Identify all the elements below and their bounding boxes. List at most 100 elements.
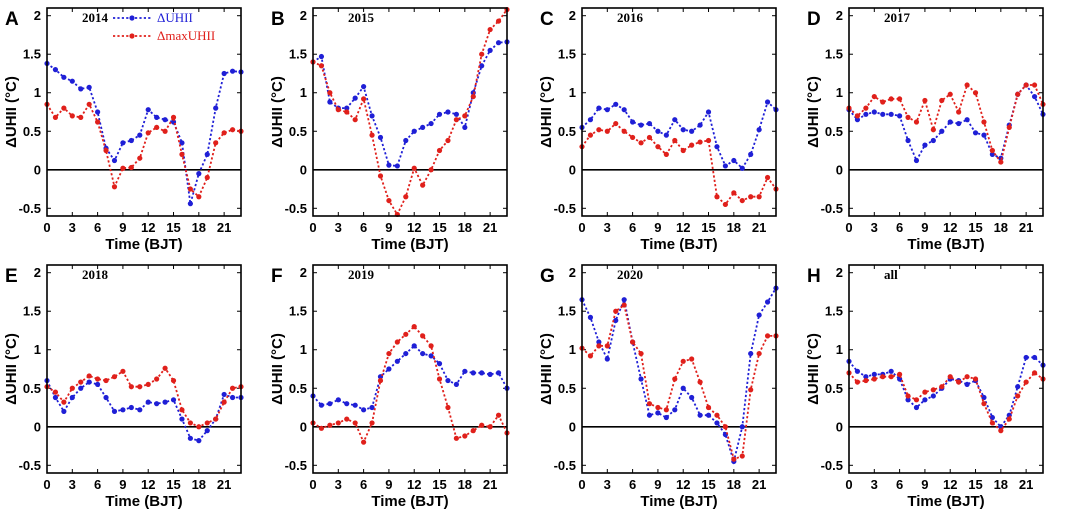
year-label: 2014 (82, 10, 109, 25)
y-tick-label: 1 (34, 85, 41, 100)
data-point (871, 109, 877, 115)
panel-letter: F (271, 266, 283, 287)
data-point (403, 350, 409, 357)
series-duhii (846, 354, 1046, 430)
x-tick-label: 18 (192, 220, 206, 235)
year-label: 2019 (348, 267, 375, 282)
panel-letter: A (5, 9, 19, 30)
x-axis-title: Time (BJT) (640, 236, 717, 253)
x-tick-label: 0 (578, 220, 585, 235)
data-point (78, 86, 84, 92)
data-point (179, 416, 185, 422)
data-point (95, 376, 101, 382)
x-tick-label: 3 (871, 477, 878, 492)
data-point (756, 312, 762, 318)
data-point (905, 393, 911, 399)
data-point (111, 408, 118, 414)
data-point (445, 377, 451, 384)
data-point (187, 435, 193, 441)
x-tick-label: 18 (192, 477, 206, 492)
year-label: 2015 (348, 10, 375, 25)
data-point (689, 394, 695, 401)
x-tick-label: 18 (994, 220, 1008, 235)
series-line (312, 344, 508, 411)
data-point (705, 109, 712, 115)
data-point (344, 401, 350, 407)
x-tick-label: 15 (968, 220, 982, 235)
data-point (981, 132, 987, 138)
series-line (46, 102, 242, 199)
series-line (312, 325, 508, 445)
data-point (1006, 124, 1012, 131)
data-point (495, 412, 502, 418)
data-point (479, 51, 485, 57)
x-tick-label: 9 (921, 477, 928, 492)
data-point (964, 117, 970, 123)
data-point (638, 350, 644, 357)
data-point (487, 26, 493, 33)
data-point (880, 374, 886, 380)
x-tick-label: 0 (578, 477, 585, 492)
plot-frame (581, 264, 777, 474)
y-tick-label: 1 (300, 342, 307, 357)
x-tick-label: 3 (604, 477, 611, 492)
data-point (1015, 393, 1021, 399)
series-line (46, 62, 242, 204)
data-point (930, 137, 936, 144)
data-point (403, 194, 409, 200)
data-point (863, 111, 869, 117)
data-point (120, 165, 126, 171)
data-point (318, 402, 325, 408)
legend-label: ΔmaxUHII (157, 28, 215, 43)
data-point (756, 127, 762, 133)
data-point (663, 132, 669, 138)
data-point (453, 117, 459, 123)
y-tick-label: -0.5 (554, 201, 576, 216)
data-point (913, 119, 920, 125)
data-point (453, 381, 459, 388)
data-point (1015, 384, 1021, 390)
data-point (697, 379, 703, 385)
y-tick-label: 2 (836, 265, 843, 280)
data-point (621, 297, 627, 303)
year-label: 2017 (884, 10, 911, 25)
data-point (888, 374, 894, 380)
data-point (420, 182, 426, 188)
data-point (95, 381, 101, 388)
data-point (1031, 93, 1038, 100)
data-point (187, 420, 193, 426)
data-point (714, 194, 720, 200)
data-point (128, 164, 134, 171)
data-point (705, 404, 712, 411)
y-tick-label: 2 (836, 8, 843, 23)
legend-marker (129, 33, 135, 39)
x-tick-label: 9 (385, 220, 392, 235)
data-point (863, 105, 869, 111)
series-duhii (310, 39, 510, 169)
data-point (1031, 82, 1038, 88)
series-duhii (579, 99, 779, 171)
data-point (170, 114, 177, 120)
data-point (913, 397, 920, 403)
data-point (187, 186, 193, 192)
x-tick-label: 12 (676, 477, 690, 492)
data-point (428, 120, 434, 127)
data-point (479, 370, 485, 376)
y-tick-label: 2 (300, 8, 307, 23)
y-tick-label: -0.5 (821, 458, 843, 473)
data-point (981, 394, 987, 401)
x-tick-label: 6 (360, 477, 367, 492)
data-point (697, 412, 703, 418)
x-tick-label: 15 (166, 477, 180, 492)
x-tick-label: 12 (407, 220, 421, 235)
y-tick-label: 1 (300, 85, 307, 100)
data-point (394, 358, 400, 364)
data-point (386, 366, 392, 372)
x-tick-label: 21 (217, 220, 231, 235)
data-point (487, 424, 493, 430)
x-tick-label: 3 (335, 220, 342, 235)
y-tick-label: 1 (569, 342, 576, 357)
y-axis-title: ΔUHII (°C) (805, 333, 822, 405)
